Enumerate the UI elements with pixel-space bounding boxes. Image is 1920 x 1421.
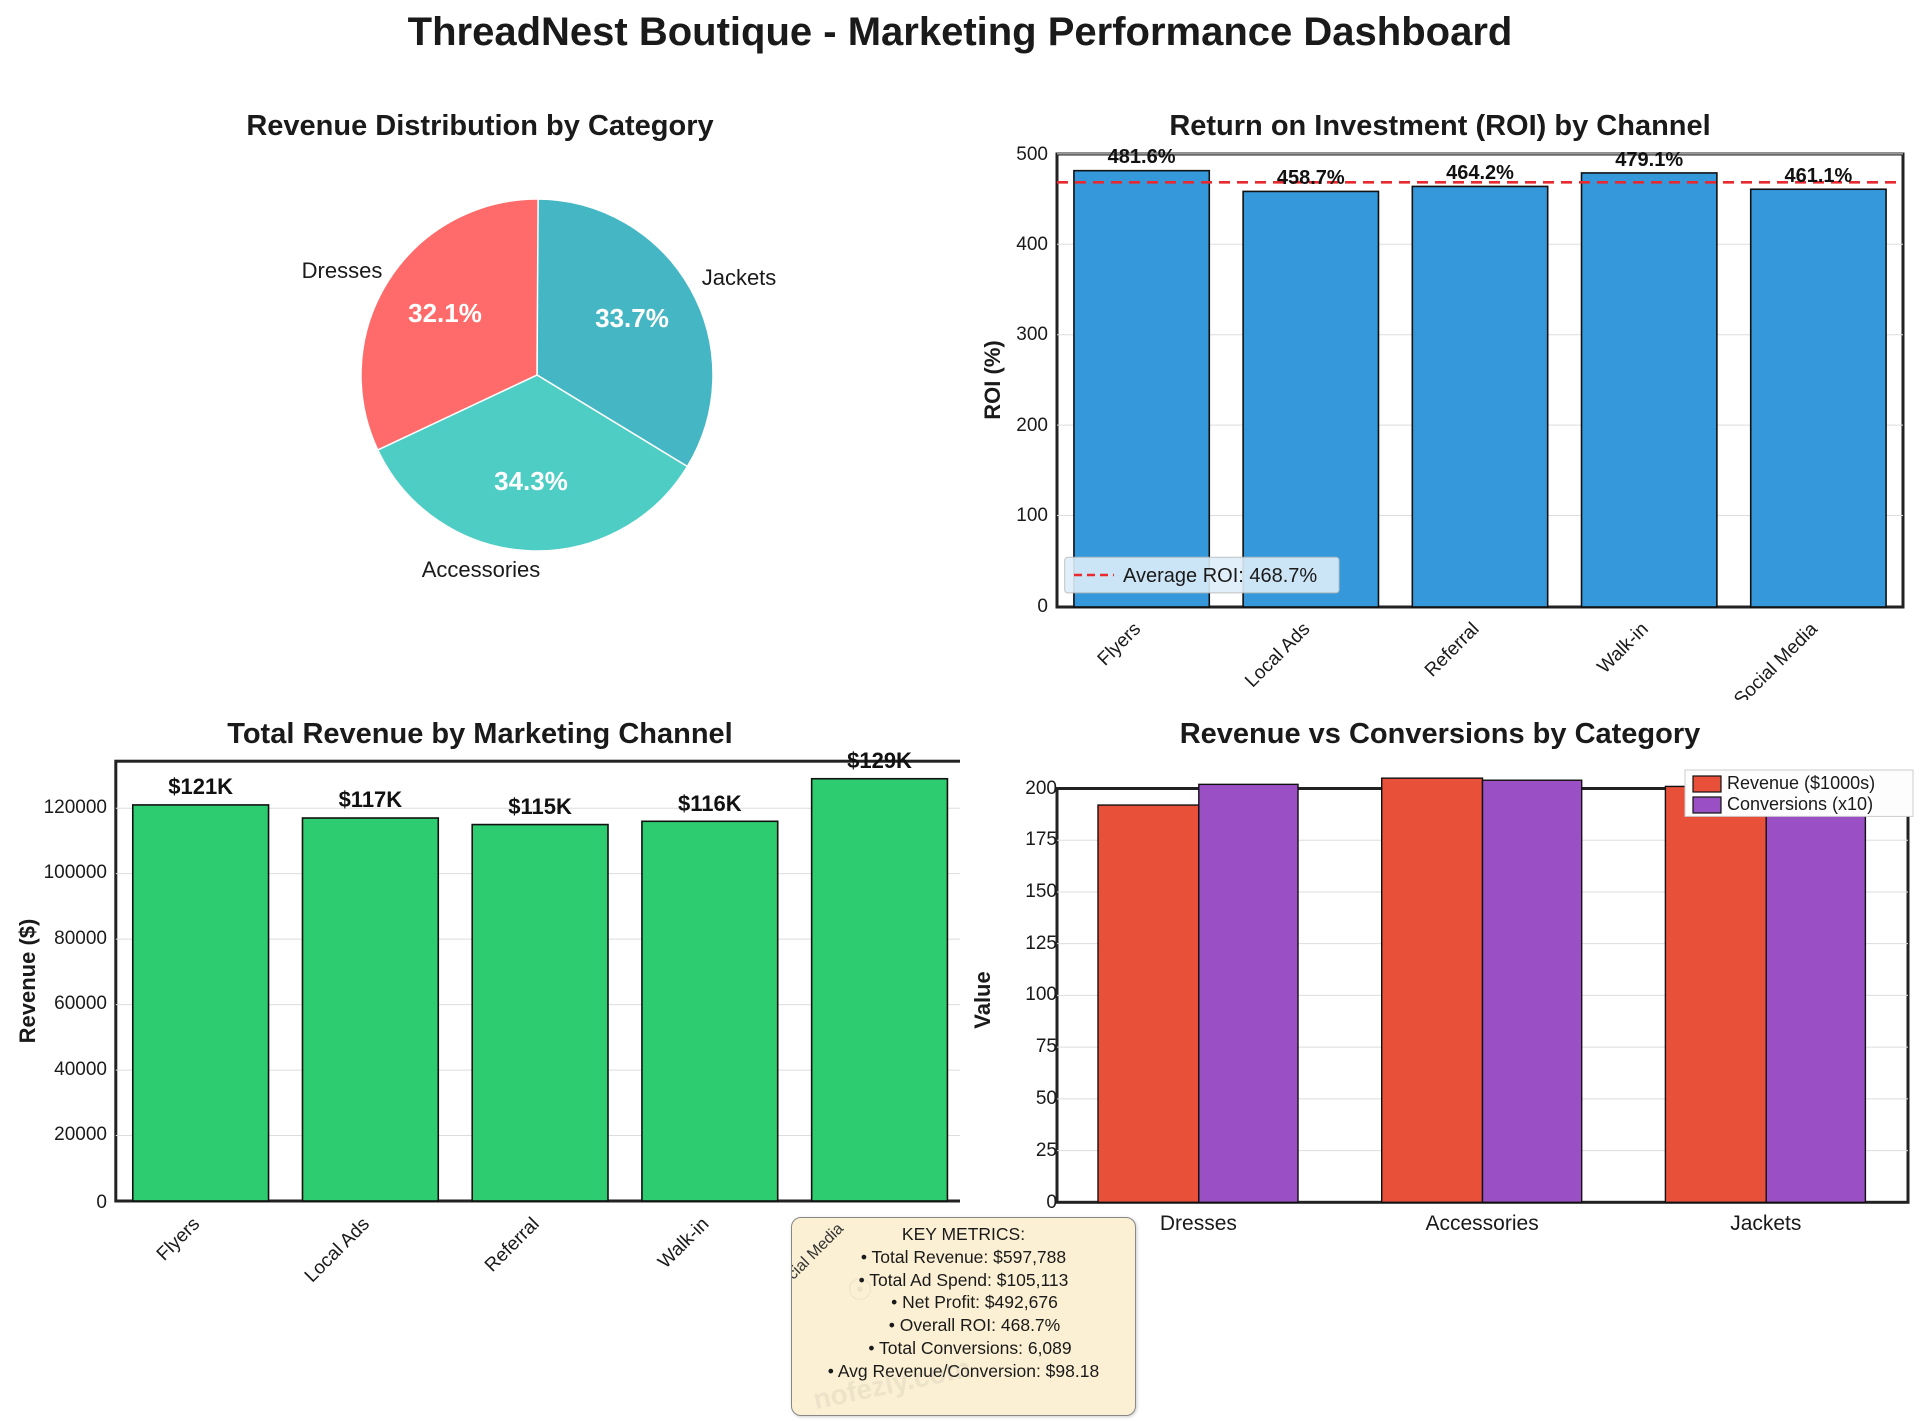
- svg-text:$129K: $129K: [847, 748, 912, 773]
- svg-text:$115K: $115K: [508, 794, 572, 819]
- svg-text:175: 175: [1025, 829, 1057, 850]
- svg-text:0: 0: [1046, 1192, 1057, 1213]
- svg-text:$117K: $117K: [339, 787, 403, 812]
- svg-text:Referral: Referral: [481, 1214, 544, 1277]
- svg-text:Accessories: Accessories: [422, 557, 541, 582]
- svg-text:200: 200: [1025, 778, 1057, 799]
- svg-text:60000: 60000: [54, 993, 107, 1014]
- svg-text:Flyers: Flyers: [1094, 619, 1145, 670]
- svg-text:Average ROI: 468.7%: Average ROI: 468.7%: [1123, 565, 1317, 587]
- svg-text:481.6%: 481.6%: [1108, 146, 1176, 168]
- svg-text:25: 25: [1036, 1140, 1057, 1161]
- svg-text:Walk-in: Walk-in: [1594, 619, 1653, 678]
- svg-text:$121K: $121K: [168, 774, 233, 799]
- svg-text:75: 75: [1036, 1036, 1057, 1057]
- svg-text:40000: 40000: [54, 1059, 107, 1080]
- svg-text:34.3%: 34.3%: [494, 466, 568, 496]
- svg-text:32.1%: 32.1%: [408, 298, 482, 328]
- svg-text:Revenue ($): Revenue ($): [15, 919, 40, 1044]
- svg-text:Revenue ($1000s): Revenue ($1000s): [1727, 773, 1875, 793]
- svg-text:Local Ads: Local Ads: [1241, 619, 1314, 692]
- svg-text:479.1%: 479.1%: [1615, 149, 1683, 171]
- svg-text:Jackets: Jackets: [702, 265, 777, 290]
- svg-text:150: 150: [1025, 881, 1057, 902]
- svg-text:400: 400: [1016, 234, 1048, 255]
- svg-text:100: 100: [1016, 505, 1048, 526]
- svg-text:461.1%: 461.1%: [1784, 165, 1852, 187]
- svg-text:Value: Value: [970, 971, 995, 1028]
- svg-text:500: 500: [1016, 144, 1048, 165]
- svg-text:Jackets: Jackets: [1730, 1212, 1801, 1235]
- svg-text:458.7%: 458.7%: [1277, 167, 1345, 189]
- svg-text:80000: 80000: [54, 928, 107, 949]
- svg-text:100: 100: [1025, 984, 1057, 1005]
- svg-text:Dresses: Dresses: [1160, 1212, 1237, 1235]
- svg-text:20000: 20000: [54, 1124, 107, 1145]
- svg-text:$116K: $116K: [678, 791, 742, 816]
- svg-text:Conversions (x10): Conversions (x10): [1727, 794, 1873, 814]
- svg-text:125: 125: [1025, 933, 1057, 954]
- svg-text:0: 0: [96, 1192, 107, 1213]
- svg-text:Dresses: Dresses: [302, 258, 383, 283]
- svg-text:464.2%: 464.2%: [1446, 162, 1514, 184]
- svg-text:120000: 120000: [44, 797, 107, 818]
- svg-text:Walk-in: Walk-in: [654, 1214, 713, 1273]
- svg-text:200: 200: [1016, 415, 1048, 436]
- svg-text:Social Media: Social Media: [1730, 618, 1822, 700]
- svg-text:ROI (%): ROI (%): [980, 340, 1005, 419]
- svg-text:Local Ads: Local Ads: [301, 1214, 374, 1287]
- svg-text:Flyers: Flyers: [153, 1214, 204, 1265]
- svg-text:Accessories: Accessories: [1425, 1212, 1538, 1235]
- svg-text:50: 50: [1036, 1088, 1057, 1109]
- svg-text:33.7%: 33.7%: [595, 303, 669, 333]
- svg-text:300: 300: [1016, 324, 1048, 345]
- svg-text:0: 0: [1037, 596, 1048, 617]
- svg-text:100000: 100000: [44, 862, 107, 883]
- svg-text:Referral: Referral: [1421, 619, 1484, 682]
